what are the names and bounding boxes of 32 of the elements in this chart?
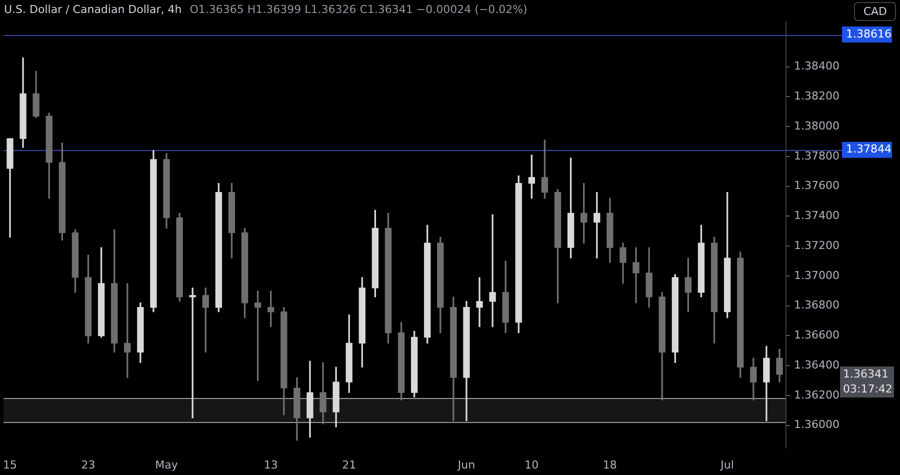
y-tick-label: 1.37800: [794, 149, 840, 162]
x-tick-label: 10: [524, 458, 539, 472]
candlestick: [489, 214, 496, 328]
text: 1.36341: [843, 367, 888, 380]
y-tick-label: 1.37400: [794, 209, 840, 222]
x-tick-label: 18: [602, 458, 617, 472]
y-tick-label: 1.36200: [794, 388, 840, 402]
text: CAD: [854, 2, 896, 21]
x-tick-label: May: [155, 458, 178, 472]
y-tick-label: 1.36600: [794, 328, 840, 342]
chart-title: U.S. Dollar / Canadian Dollar, 4h: [4, 3, 182, 16]
x-tick-label: 13: [264, 458, 278, 472]
x-tick-label: Jul: [720, 458, 734, 472]
candlestick: [632, 247, 640, 304]
y-tick-label: 1.38400: [794, 60, 840, 73]
y-tick-label: 1.38000: [794, 119, 840, 132]
text: 03:17:42: [843, 382, 892, 396]
y-tick-label: 1.37600: [794, 179, 840, 192]
y-tick-label: 1.36400: [794, 358, 840, 372]
ref-line-label: 1.37844: [846, 142, 892, 156]
x-tick-label: 23: [81, 458, 96, 472]
y-tick-label: 1.38200: [794, 90, 840, 103]
y-tick-label: 1.37000: [794, 268, 840, 282]
x-tick-label: 15: [3, 458, 17, 472]
y-tick-label: 1.36800: [794, 298, 840, 312]
ref-line-label: 1.38616: [846, 27, 892, 40]
candlestick: [476, 277, 483, 328]
x-tick-label: Jun: [456, 458, 476, 472]
y-tick-label: 1.37200: [794, 238, 840, 252]
x-tick-label: 21: [342, 458, 356, 472]
chart-subtitle: O1.36365 H1.36399 L1.36326 C1.36341 −0.00024 (−0.02%): [190, 3, 528, 16]
y-tick-label: 1.36000: [794, 418, 840, 432]
